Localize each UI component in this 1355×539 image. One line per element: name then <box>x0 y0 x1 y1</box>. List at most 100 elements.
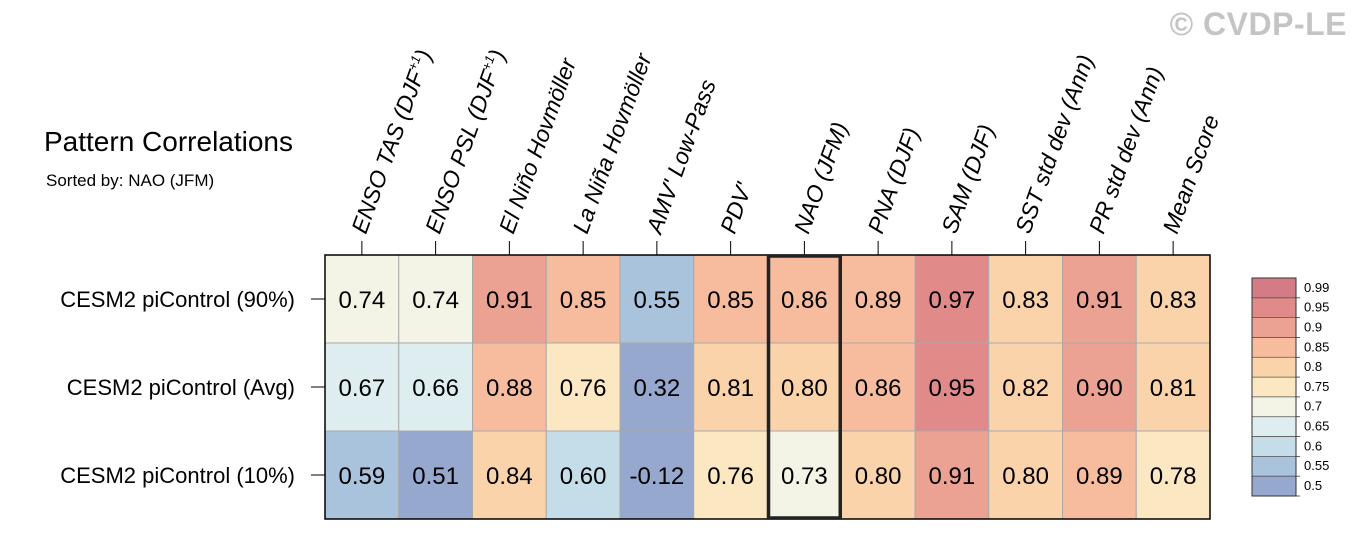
cell-value: -0.12 <box>630 463 685 490</box>
cell-value: 0.97 <box>929 287 976 314</box>
cell-value: 0.85 <box>560 287 607 314</box>
cell-value: 0.83 <box>1002 287 1049 314</box>
cvdp-le-watermark: © CVDP-LE <box>1169 6 1347 42</box>
cell-values: 0.74 0.74 0.91 0.85 0.55 0.85 0.86 0.89 0.97 0.83… <box>339 287 1197 490</box>
colorbar-label: 0.99 <box>1304 280 1329 295</box>
heatmap-cell <box>914 342 990 432</box>
cell-value: 0.32 <box>634 375 681 402</box>
cell-value: 0.67 <box>339 375 386 402</box>
heatmap-cell <box>545 430 621 520</box>
colorbar: 0.99 0.95 0.9 0.85 0.8 0.75 0.7 0.65 0.6 0.55 0.5 <box>1251 277 1329 497</box>
colorbar-segment <box>1252 377 1296 397</box>
colorbar-label: 0.9 <box>1304 319 1322 334</box>
cell-value: 0.55 <box>634 287 681 314</box>
colorbar-segment <box>1252 396 1296 417</box>
column-label: PDV' <box>715 178 758 237</box>
colorbar-segment <box>1252 476 1296 496</box>
column-label-text: Mean Score <box>1157 111 1224 236</box>
cell-value: 0.80 <box>1002 463 1049 490</box>
heatmap-cell <box>693 342 768 432</box>
sort-column-highlight <box>766 254 842 520</box>
heatmap-cell <box>1135 254 1211 344</box>
heatmap-cell <box>1062 254 1137 344</box>
column-label: ENSO TAS (DJF+1) <box>346 46 437 237</box>
colorbar-segment <box>1252 278 1296 298</box>
heatmap-cell <box>840 254 916 344</box>
cell-value: 0.74 <box>339 287 386 314</box>
column-label-text: El Niño Hovmöller <box>494 54 582 237</box>
chart-title: Pattern Correlations <box>44 126 294 157</box>
heatmap-cell <box>472 342 547 432</box>
chart-subtitle: Sorted by: NAO (JFM) <box>46 171 215 190</box>
column-label-superscript: +1 <box>405 53 424 72</box>
column-label-text: ENSO TAS (DJF <box>346 65 430 236</box>
column-labels: ENSO TAS (DJF+1)ENSO PSL (DJF+1)El Niño … <box>346 46 1224 238</box>
colorbar-label: 0.95 <box>1304 300 1329 315</box>
column-label-text: SAM (DJF) <box>936 121 999 237</box>
heatmap-cell <box>1135 430 1211 520</box>
column-label-text: PDV' <box>715 178 758 237</box>
colorbar-label: 0.65 <box>1304 419 1329 434</box>
heatmap-cell <box>1135 342 1211 432</box>
heatmap-cell <box>988 430 1063 520</box>
row-label: CESM2 piControl (10%) <box>60 463 295 488</box>
cell-value: 0.80 <box>855 463 902 490</box>
cell-value: 0.90 <box>1076 375 1123 402</box>
cell-value: 0.60 <box>560 463 607 490</box>
cell-value: 0.89 <box>1076 463 1123 490</box>
row-label: CESM2 piControl (Avg) <box>67 375 295 400</box>
column-label-text: NAO (JFM) <box>789 119 853 237</box>
column-label-text: PR std dev (Ann) <box>1084 63 1168 236</box>
cell-value: 0.91 <box>486 287 533 314</box>
heatmap-cell <box>324 342 400 432</box>
cell-value: 0.95 <box>929 375 976 402</box>
colorbar-segment <box>1252 416 1296 437</box>
column-label-text: PNA (DJF) <box>862 124 924 237</box>
colorbar-label: 0.7 <box>1304 399 1322 414</box>
cell-value: 0.76 <box>707 463 754 490</box>
column-label: NAO (JFM) <box>789 119 853 237</box>
heatmap-cell <box>472 430 547 520</box>
column-label: SAM (DJF) <box>936 121 999 237</box>
cell-value: 0.74 <box>412 287 459 314</box>
heatmap-cell <box>619 342 695 432</box>
column-label-superscript: +1 <box>478 53 497 72</box>
cell-value: 0.91 <box>1076 287 1123 314</box>
heatmap-cell <box>398 254 473 344</box>
row-labels: CESM2 piControl (90%) CESM2 piControl (Av… <box>60 287 295 488</box>
colorbar-segment <box>1252 436 1296 457</box>
cell-value: 0.86 <box>781 287 828 314</box>
cell-value: 0.82 <box>1002 375 1049 402</box>
column-label: La Niña Hovmöller <box>567 49 657 237</box>
cell-value: 0.84 <box>486 463 533 490</box>
colorbar-segment <box>1252 317 1296 338</box>
cell-value: 0.86 <box>855 375 902 402</box>
colorbar-label: 0.75 <box>1304 379 1329 394</box>
cell-value: 0.85 <box>707 287 754 314</box>
column-label-text: ENSO PSL (DJF <box>420 65 504 236</box>
cell-value: 0.66 <box>412 375 459 402</box>
cell-value: 0.83 <box>1150 287 1197 314</box>
column-label: PNA (DJF) <box>862 124 924 237</box>
cell-value: 0.91 <box>929 463 976 490</box>
colorbar-border <box>1251 277 1297 497</box>
cell-value: 0.76 <box>560 375 607 402</box>
cell-value: 0.73 <box>781 463 828 490</box>
column-label: SST std dev (Ann) <box>1010 51 1099 236</box>
cell-value: 0.89 <box>855 287 902 314</box>
row-label: CESM2 piControl (90%) <box>60 287 295 312</box>
colorbar-segment <box>1252 337 1296 358</box>
heatmap-cell <box>693 430 768 520</box>
heatmap-cells <box>324 254 1211 520</box>
cell-value: 0.81 <box>707 375 754 402</box>
colorbar-label: 0.6 <box>1304 438 1322 453</box>
cell-value: 0.78 <box>1150 463 1197 490</box>
heatmap-cell <box>1062 342 1137 432</box>
cell-value: 0.81 <box>1150 375 1197 402</box>
colorbar-label: 0.85 <box>1304 339 1329 354</box>
colorbar-segment <box>1252 456 1296 477</box>
colorbar-label: 0.8 <box>1304 359 1322 374</box>
colorbar-label: 0.5 <box>1304 478 1322 493</box>
colorbar-label: 0.55 <box>1304 458 1329 473</box>
